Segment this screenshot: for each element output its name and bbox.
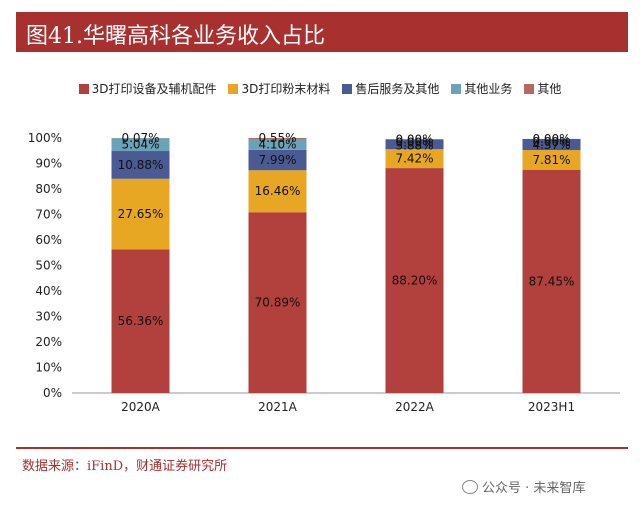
data-label: 0.07% <box>121 131 159 145</box>
data-label: 0.00% <box>395 135 433 149</box>
watermark-text: 公众号 · 未来智库 <box>482 481 586 496</box>
legend-label: 3D打印设备及辅机配件 <box>91 82 217 96</box>
bar-segment <box>385 139 444 150</box>
data-label: 0.00% <box>532 132 570 146</box>
x-tick-label: 2021A <box>258 400 298 414</box>
bar-segment <box>385 168 444 393</box>
data-label: 3.88% <box>395 138 433 152</box>
bar-segment <box>248 138 307 140</box>
bar-segment <box>248 212 307 393</box>
legend-item: 其他业务 <box>451 80 512 97</box>
source-divider <box>16 447 628 449</box>
y-tick-label: 10% <box>35 361 62 375</box>
y-tick-label: 60% <box>35 233 62 247</box>
data-label: 4.10% <box>258 138 296 152</box>
wechat-icon <box>462 480 478 494</box>
y-tick-label: 40% <box>35 284 62 298</box>
legend-swatch <box>342 84 353 94</box>
data-label: 16.46% <box>255 184 301 198</box>
legend-label: 其他 <box>537 82 562 96</box>
data-label: 0.00% <box>395 132 433 146</box>
legend-label: 售后服务及其他 <box>355 82 440 96</box>
bar-segment <box>248 149 307 171</box>
y-tick-label: 90% <box>35 157 62 171</box>
data-label: 7.81% <box>532 153 570 167</box>
bar-segment <box>385 149 444 169</box>
legend-item: 3D打印设备及辅机配件 <box>78 80 217 97</box>
legend-swatch <box>228 84 239 94</box>
bar-segment <box>111 138 170 152</box>
bar-segment <box>522 170 581 393</box>
legend-swatch <box>451 84 462 94</box>
data-label: 70.89% <box>255 296 301 310</box>
y-tick-label: 100% <box>28 131 62 145</box>
y-tick-label: 0% <box>43 386 62 400</box>
data-label: 0.55% <box>258 131 296 145</box>
y-tick-label: 80% <box>35 182 62 196</box>
data-label: 7.99% <box>258 153 296 167</box>
y-tick-label: 70% <box>35 208 62 222</box>
x-tick-label: 2020A <box>121 400 161 414</box>
bar-segment <box>111 151 170 179</box>
bar-segment <box>248 170 307 213</box>
chart-legend: 3D打印设备及辅机配件 3D打印粉末材料 售后服务及其他 其他业务 其他 <box>0 80 640 97</box>
legend-label: 其他业务 <box>464 82 513 96</box>
bar-segment <box>111 249 170 393</box>
legend-swatch <box>78 84 89 94</box>
data-label: 27.65% <box>118 207 164 221</box>
stacked-bar-chart: 0% 10% 20% 30% 40% 50% 60% 70% 80% 90% 100% 2020A 0.… <box>28 131 620 414</box>
legend-item: 其他 <box>524 80 561 97</box>
data-label: 4.37% <box>532 138 570 152</box>
source-note: 数据来源：iFinD，财通证券研究所 <box>22 459 228 474</box>
data-label: 10.88% <box>118 158 164 172</box>
data-label: 5.04% <box>121 138 159 152</box>
data-label: 56.36% <box>118 314 164 328</box>
data-label: 7.42% <box>395 152 433 166</box>
legend-swatch <box>524 84 535 94</box>
x-tick-label: 2022A <box>395 400 435 414</box>
legend-label: 3D打印粉末材料 <box>241 82 331 96</box>
title-bar: 图41.华曙高科各业务收入占比 <box>16 12 628 52</box>
chart-title: 图41.华曙高科各业务收入占比 <box>26 24 325 49</box>
data-label: 87.45% <box>529 275 575 289</box>
x-tick-label: 2023H1 <box>528 400 575 414</box>
bar-segment <box>522 150 581 171</box>
bar-segment <box>248 139 307 150</box>
watermark: 公众号 · 未来智库 <box>462 477 585 496</box>
bar-segment <box>111 178 170 250</box>
data-label: 88.20% <box>392 274 438 288</box>
y-tick-label: 20% <box>35 335 62 349</box>
legend-item: 3D打印粉末材料 <box>228 80 330 97</box>
legend-item: 售后服务及其他 <box>342 80 439 97</box>
bar-segment <box>522 138 581 151</box>
data-label: 0.00% <box>532 135 570 149</box>
y-tick-label: 30% <box>35 310 62 324</box>
y-tick-label: 50% <box>35 259 62 273</box>
